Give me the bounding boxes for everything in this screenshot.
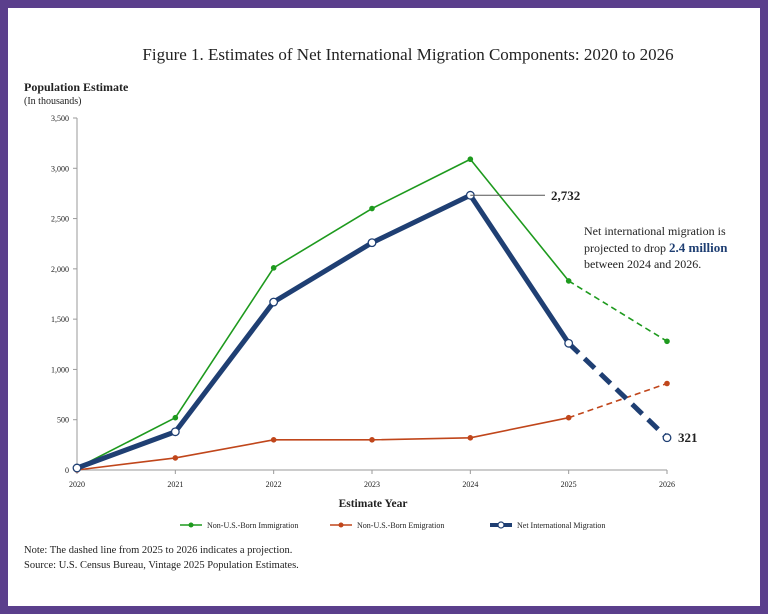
data-point bbox=[662, 433, 672, 443]
series-line-projection bbox=[568, 382, 668, 419]
data-point bbox=[172, 455, 179, 461]
legend-marker bbox=[338, 522, 344, 528]
axes bbox=[76, 118, 667, 471]
data-point bbox=[172, 414, 179, 421]
data-point bbox=[367, 238, 377, 248]
x-ticks: 2020 2021 2022 2023 2024 2025 2026 bbox=[69, 470, 675, 489]
data-point bbox=[564, 338, 574, 348]
y-tick-label: 2,500 bbox=[51, 215, 69, 224]
y-tick-label: 1,000 bbox=[51, 365, 69, 374]
source-text: Source: U.S. Census Bureau, Vintage 2025… bbox=[24, 560, 299, 571]
data-point bbox=[369, 205, 375, 212]
x-tick-label: 2026 bbox=[659, 480, 675, 489]
callout-line-2-text: projected to drop bbox=[584, 241, 669, 255]
callout-highlight: 2.4 million bbox=[669, 240, 728, 255]
data-point bbox=[467, 156, 474, 163]
y-ticks: 0 500 1,000 1,500 2,000 2,500 3,000 3,500 bbox=[51, 114, 77, 475]
legend-item: Non-U.S.-Born Immigration bbox=[180, 521, 298, 530]
series-line-solid bbox=[76, 416, 569, 471]
legend-marker bbox=[497, 521, 505, 529]
data-point bbox=[72, 463, 82, 473]
legend-label: Non-U.S.-Born Emigration bbox=[357, 521, 444, 530]
legend-item: Net International Migration bbox=[490, 521, 605, 530]
data-point bbox=[270, 265, 277, 271]
note-text: Note: The dashed line from 2025 to 2026 … bbox=[24, 545, 292, 556]
y-tick-label: 2,000 bbox=[51, 265, 69, 274]
data-point bbox=[565, 414, 572, 421]
legend-label: Non-U.S.-Born Immigration bbox=[207, 521, 298, 530]
series-group bbox=[72, 156, 672, 473]
y-axis-label: Population Estimate bbox=[24, 80, 129, 94]
legend: Non-U.S.-Born Immigration Non-U.S.-Born E… bbox=[180, 521, 605, 530]
chart-frame bbox=[8, 8, 760, 606]
y-axis-unit: (In thousands) bbox=[24, 96, 82, 107]
callout-line-2: projected to drop 2.4 million bbox=[584, 240, 728, 255]
x-tick-label: 2022 bbox=[266, 480, 282, 489]
data-point bbox=[170, 427, 180, 437]
series-line-projection bbox=[568, 280, 668, 342]
legend-marker bbox=[188, 522, 194, 528]
data-label-2024: 2,732 bbox=[551, 188, 580, 203]
series-non-u-s-born-immigration bbox=[74, 156, 670, 471]
legend-label: Net International Migration bbox=[517, 521, 605, 530]
x-axis-label: Estimate Year bbox=[339, 498, 408, 510]
y-tick-label: 0 bbox=[65, 466, 69, 475]
x-tick-label: 2024 bbox=[462, 480, 478, 489]
series-net-international-migration bbox=[72, 190, 672, 473]
series-line-solid bbox=[76, 192, 571, 471]
series-non-u-s-born-emigration bbox=[74, 380, 670, 473]
y-tick-label: 500 bbox=[57, 416, 69, 425]
data-point bbox=[565, 278, 572, 284]
data-point bbox=[369, 437, 375, 443]
data-point bbox=[664, 338, 670, 345]
series-line-projection bbox=[566, 341, 669, 440]
legend-item: Non-U.S.-Born Emigration bbox=[330, 521, 444, 530]
x-tick-label: 2023 bbox=[364, 480, 380, 489]
data-point bbox=[467, 435, 474, 441]
y-tick-label: 3,500 bbox=[51, 114, 69, 123]
x-tick-label: 2025 bbox=[561, 480, 577, 489]
data-point bbox=[664, 380, 670, 387]
data-point bbox=[270, 437, 277, 443]
y-tick-label: 3,000 bbox=[51, 164, 69, 173]
y-tick-label: 1,500 bbox=[51, 315, 69, 324]
series-line-solid bbox=[76, 158, 570, 469]
callout-line-3: between 2024 and 2026. bbox=[584, 257, 701, 271]
x-tick-label: 2021 bbox=[167, 480, 183, 489]
data-point bbox=[269, 297, 279, 307]
chart-title: Figure 1. Estimates of Net International… bbox=[142, 45, 673, 64]
x-tick-label: 2020 bbox=[69, 480, 85, 489]
callout-line-1: Net international migration is bbox=[584, 224, 726, 238]
data-label-2026: 321 bbox=[678, 430, 698, 445]
